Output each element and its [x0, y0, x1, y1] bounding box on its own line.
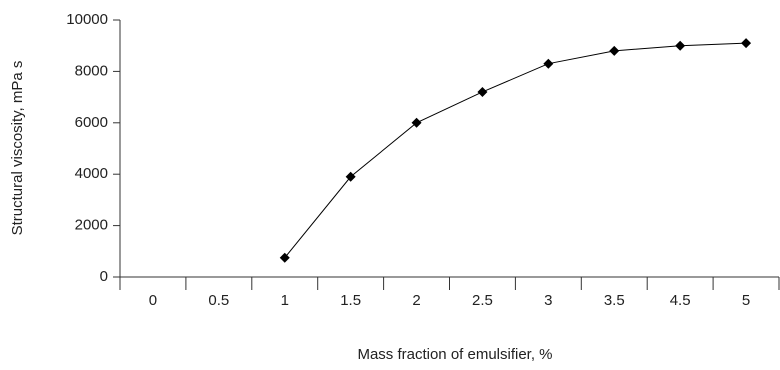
- y-axis-title: Structural viscosity, mPa s: [9, 61, 26, 236]
- x-tick-label: 1: [281, 292, 289, 309]
- y-tick-label: 0: [100, 268, 108, 285]
- y-tick-label: 2000: [75, 217, 108, 234]
- data-point: [477, 86, 488, 97]
- data-point: [609, 45, 620, 56]
- y-tick-label: 4000: [75, 165, 108, 182]
- x-tick-label: 5: [742, 292, 750, 309]
- x-axis-title: Mass fraction of emulsifier, %: [357, 346, 552, 363]
- x-tick-label: 3.5: [604, 292, 625, 309]
- x-tick-label: 2.5: [472, 292, 493, 309]
- data-line: [284, 42, 747, 259]
- data-point: [345, 171, 356, 182]
- x-tick-label: 0.5: [208, 292, 229, 309]
- data-point: [543, 58, 554, 69]
- x-tick-label: 2: [412, 292, 420, 309]
- x-tick-label: 3: [544, 292, 552, 309]
- x-tick-label: 4.5: [670, 292, 691, 309]
- y-tick-label: 6000: [75, 114, 108, 131]
- x-tick-label: 1.5: [340, 292, 361, 309]
- data-point: [675, 40, 686, 51]
- data-point: [741, 38, 752, 49]
- y-tick-label: 10000: [66, 11, 108, 28]
- x-tick-label: 0: [149, 292, 157, 309]
- data-point: [411, 117, 422, 128]
- data-point: [279, 252, 290, 263]
- y-tick-label: 8000: [75, 62, 108, 79]
